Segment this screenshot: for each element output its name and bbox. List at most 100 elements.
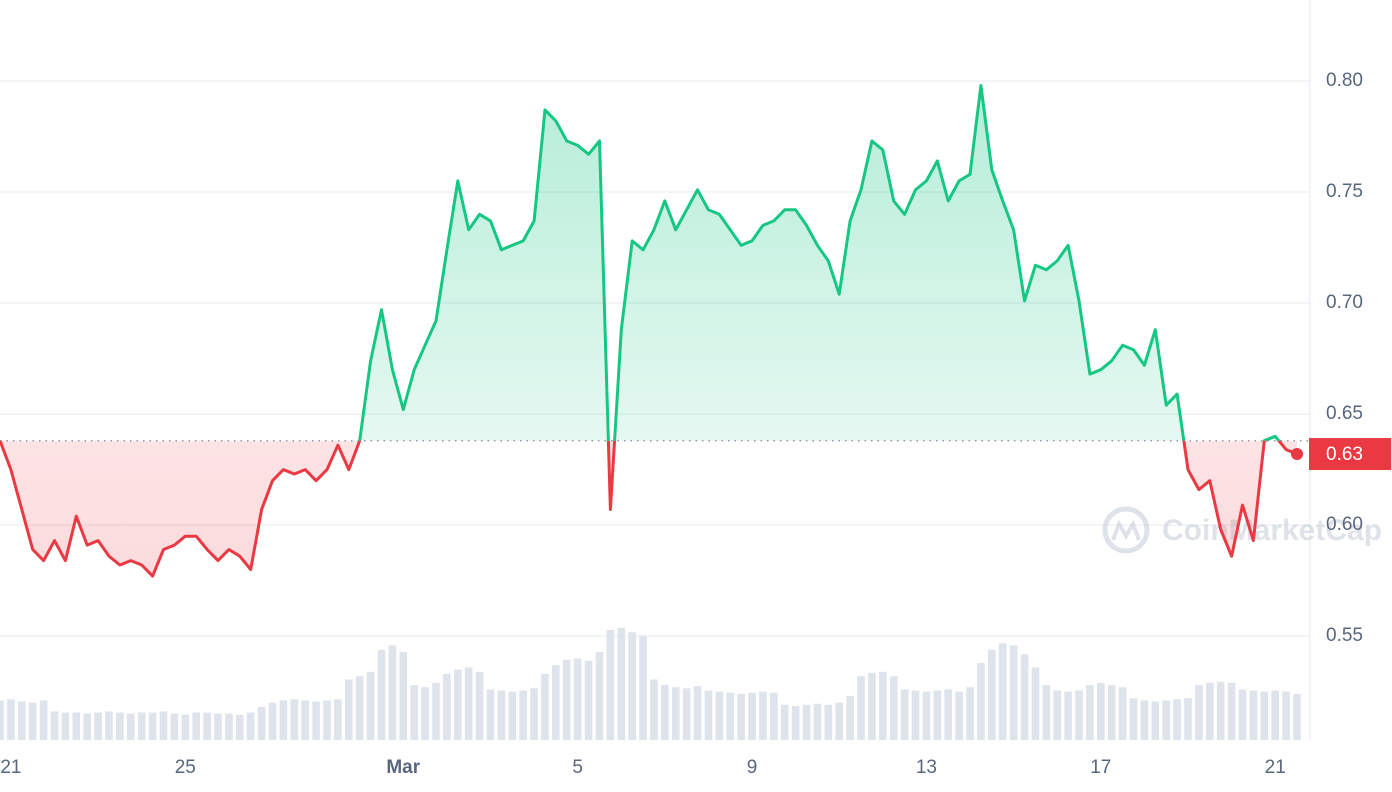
volume-bar bbox=[1042, 685, 1051, 740]
volume-bar bbox=[301, 700, 309, 740]
volume-bar bbox=[1260, 691, 1269, 740]
volume-bar bbox=[562, 659, 571, 740]
volume-bar bbox=[1249, 690, 1258, 740]
volume-bar bbox=[475, 671, 484, 740]
volume-bar bbox=[1020, 654, 1029, 740]
volume-bar bbox=[868, 672, 876, 740]
x-tick-label: 25 bbox=[175, 757, 196, 778]
volume-bar bbox=[835, 702, 844, 740]
volume-bar bbox=[1162, 700, 1171, 740]
volume-bar bbox=[39, 700, 48, 740]
volume-bar bbox=[606, 630, 615, 740]
watermark: CoinMarketCap bbox=[1102, 506, 1382, 554]
volume-bar bbox=[802, 704, 811, 740]
volume-bar bbox=[203, 712, 211, 740]
labels: 0.55 0.60 0.65 0.70 0.75 0.80 21 25 Mar 5 9 13 17 21 0… bbox=[0, 70, 1391, 778]
x-tick-label: 5 bbox=[572, 757, 583, 778]
watermark-logo-mark bbox=[1111, 519, 1141, 541]
volume-bar bbox=[1293, 693, 1301, 740]
price-line-up bbox=[0, 84, 1281, 441]
volume-bar bbox=[748, 692, 756, 740]
volume-bar bbox=[900, 689, 909, 740]
volume-bar bbox=[72, 712, 81, 740]
area-down bbox=[0, 440, 1297, 577]
volume-bar bbox=[889, 676, 898, 740]
watermark-text: CoinMarketCap bbox=[1162, 514, 1382, 547]
volume-bar bbox=[770, 692, 778, 740]
volume-bar bbox=[1173, 699, 1181, 740]
volume-bar bbox=[355, 676, 364, 740]
volume-bar bbox=[1184, 698, 1192, 740]
volume-bar bbox=[595, 652, 604, 740]
volume-bar bbox=[1097, 682, 1105, 740]
volume-bar bbox=[573, 658, 582, 740]
volume-bar bbox=[519, 690, 527, 740]
volume-bar bbox=[214, 713, 222, 740]
volume-bar bbox=[682, 688, 691, 740]
volume-bar bbox=[966, 687, 974, 740]
volume-bar bbox=[443, 674, 451, 740]
volume-bar bbox=[453, 669, 462, 740]
volume-bar bbox=[148, 712, 157, 740]
y-tick-label: 0.55 bbox=[1326, 625, 1363, 646]
x-tick-label: 13 bbox=[916, 757, 937, 778]
y-tick-label: 0.80 bbox=[1326, 70, 1363, 91]
volume-bar bbox=[780, 704, 789, 740]
volume-bar bbox=[1227, 682, 1236, 740]
volume-bar bbox=[671, 687, 680, 740]
volume-bar bbox=[1151, 701, 1160, 740]
volume-bar bbox=[94, 712, 102, 740]
volume-bar bbox=[257, 707, 266, 740]
volume-bar bbox=[1271, 690, 1280, 740]
volume-bar bbox=[126, 713, 135, 740]
volume-bar bbox=[17, 701, 26, 740]
volume-bar bbox=[584, 660, 593, 740]
y-tick-label: 0.60 bbox=[1326, 514, 1363, 535]
plot bbox=[0, 84, 1310, 578]
volume-bar bbox=[170, 713, 179, 740]
volume-bar bbox=[279, 700, 288, 740]
volume-bar bbox=[846, 696, 854, 740]
volume-bar bbox=[1053, 690, 1062, 740]
y-tick-label: 0.65 bbox=[1326, 403, 1363, 424]
volume-bar bbox=[0, 700, 4, 740]
volume-bar bbox=[159, 711, 168, 740]
volume-bar bbox=[922, 691, 931, 740]
volume-bar bbox=[508, 691, 517, 740]
volume-bar bbox=[1118, 687, 1127, 740]
volume-bar bbox=[693, 686, 702, 740]
volume-bar bbox=[1282, 691, 1290, 740]
volume-bar bbox=[388, 645, 397, 740]
volume-bar bbox=[421, 687, 429, 740]
price-tag-label: 0.63 bbox=[1326, 444, 1363, 465]
x-tick-label: 21 bbox=[1265, 757, 1286, 778]
volume-bar bbox=[486, 689, 495, 740]
volume-bar bbox=[813, 703, 822, 740]
volume-bar bbox=[366, 671, 375, 740]
volume-bar bbox=[759, 691, 767, 740]
volume-bar bbox=[857, 676, 865, 740]
volume-bar bbox=[268, 702, 277, 740]
area-up bbox=[0, 85, 1297, 441]
volume-bar bbox=[50, 711, 59, 740]
volume-bar bbox=[181, 714, 190, 740]
volume-bar bbox=[530, 688, 538, 740]
volume-bar bbox=[933, 690, 942, 740]
volume-bar bbox=[1129, 698, 1138, 740]
price-tag bbox=[1309, 438, 1391, 471]
volume-bar bbox=[737, 693, 745, 740]
volume-bar bbox=[1086, 685, 1094, 740]
last-point bbox=[1291, 448, 1303, 461]
volume-bar bbox=[1064, 691, 1072, 740]
volume-bar bbox=[61, 712, 70, 740]
volume-bar bbox=[541, 674, 549, 740]
volume-bar bbox=[105, 711, 113, 740]
volume-bar bbox=[1031, 667, 1040, 740]
volume-bar bbox=[988, 649, 996, 740]
volume-bar bbox=[225, 713, 233, 740]
volume-bar bbox=[83, 713, 92, 740]
watermark-logo bbox=[1102, 506, 1150, 554]
volume-bar bbox=[323, 700, 331, 740]
y-tick-label: 0.70 bbox=[1326, 292, 1363, 313]
